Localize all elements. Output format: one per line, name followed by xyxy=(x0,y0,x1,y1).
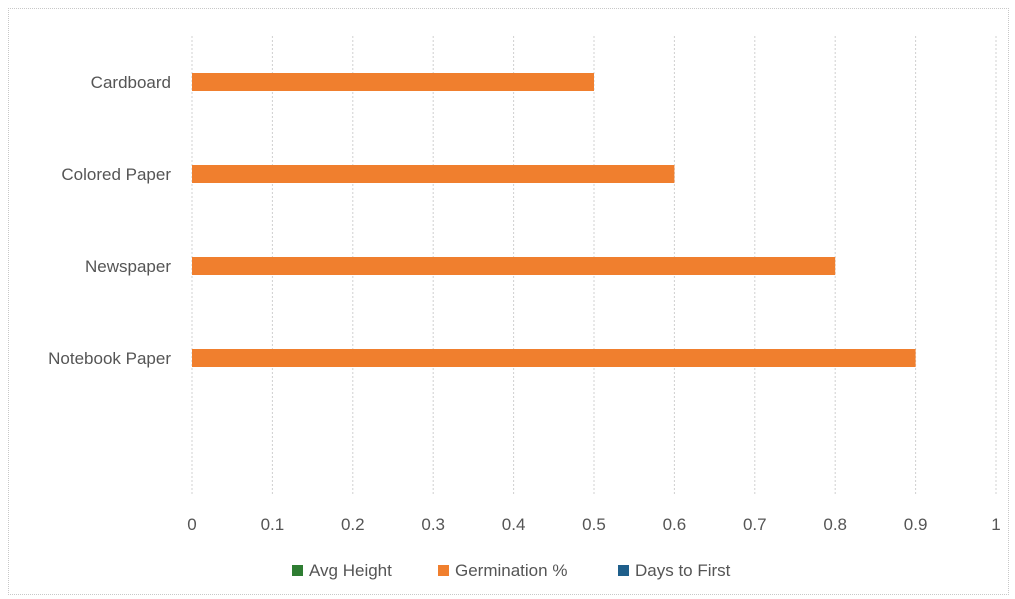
bar xyxy=(192,73,594,91)
x-tick-label: 0.4 xyxy=(502,515,526,534)
x-tick-label: 0.9 xyxy=(904,515,928,534)
legend-label: Germination % xyxy=(455,561,567,580)
category-label: Cardboard xyxy=(91,73,171,92)
legend-swatch xyxy=(438,565,449,576)
bar xyxy=(192,165,675,183)
legend-label: Avg Height xyxy=(309,561,392,580)
x-tick-label: 0.7 xyxy=(743,515,767,534)
legend-swatch xyxy=(618,565,629,576)
x-tick-label: 1 xyxy=(991,515,1000,534)
x-tick-label: 0.2 xyxy=(341,515,365,534)
category-label: Notebook Paper xyxy=(48,349,171,368)
bar xyxy=(192,257,836,275)
category-labels: Cardboard Colored Paper Newspaper Notebook … xyxy=(48,73,171,368)
x-tick-label: 0.1 xyxy=(261,515,285,534)
chart-area xyxy=(8,8,1009,595)
x-tick-label: 0.8 xyxy=(823,515,847,534)
x-tick-label: 0.6 xyxy=(663,515,687,534)
bars xyxy=(192,73,916,367)
x-tick-label: 0.5 xyxy=(582,515,606,534)
x-tick-label: 0.3 xyxy=(421,515,445,534)
x-axis-tick-labels: 0 0.1 0.2 0.3 0.4 0.5 0.6 0.7 0.8 0.9 1 xyxy=(187,515,1000,534)
x-tick-label: 0 xyxy=(187,515,196,534)
legend-swatch xyxy=(292,565,303,576)
legend-label: Days to First xyxy=(635,561,731,580)
bar xyxy=(192,349,916,367)
category-label: Newspaper xyxy=(85,257,171,276)
category-label: Colored Paper xyxy=(61,165,171,184)
legend: Avg Height Germination % Days to First xyxy=(292,561,731,580)
